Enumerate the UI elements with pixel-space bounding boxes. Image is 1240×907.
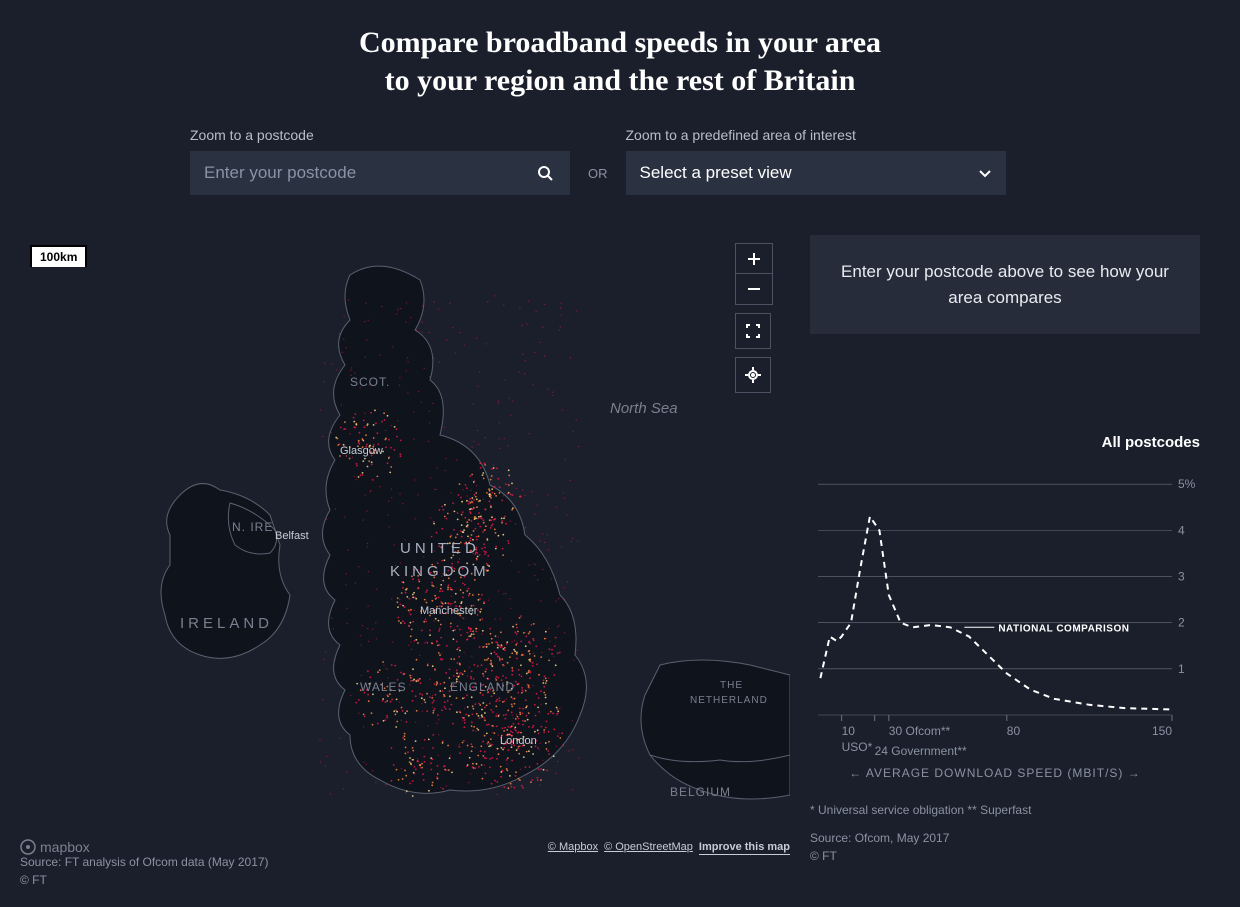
distribution-chart: 5% 4 3 2 1 NATIONAL COMPARISON 10 USO* 30 Ofcom*… [810,465,1200,795]
title-line-2: to your region and the rest of Britain [385,64,856,97]
preset-group: Zoom to a predefined area of interest Se… [626,127,1006,195]
chart-copyright: © FT [810,847,1200,865]
attrib-osm[interactable]: © OpenStreetMap [604,841,693,855]
ireland-shape [161,484,290,659]
page-source-line2: © FT [20,871,269,889]
preset-select[interactable]: Select a preset view [626,151,1006,195]
svg-text:2: 2 [1178,616,1185,630]
chart-footnotes: * Universal service obligation ** Superf… [810,801,1200,865]
svg-text:80: 80 [1007,724,1021,738]
svg-text:10: 10 [842,724,856,738]
title-line-1: Compare broadband speeds in your area [359,26,881,59]
page-source-line1: Source: FT analysis of Ofcom data (May 2… [20,853,269,871]
page-source: Source: FT analysis of Ofcom data (May 2… [20,853,269,889]
svg-text:NATIONAL COMPARISON: NATIONAL COMPARISON [998,623,1129,634]
svg-text:USO*: USO* [842,740,873,754]
preset-selected-text: Select a preset view [640,163,792,183]
svg-text:5%: 5% [1178,477,1196,491]
svg-text:1: 1 [1178,662,1185,676]
svg-text:3: 3 [1178,570,1185,584]
chart-footnote: * Universal service obligation ** Superf… [810,801,1200,819]
prompt-box: Enter your postcode above to see how you… [810,235,1200,334]
svg-text:4: 4 [1178,523,1185,537]
nl-shape [641,660,790,799]
zoom-in-button[interactable] [736,244,772,274]
postcode-input[interactable] [190,163,520,183]
search-button[interactable] [520,151,570,195]
plus-icon [747,252,761,266]
svg-text:24 Government**: 24 Government** [875,744,967,758]
main-area: 100km SCOT. Glasgow N. IRE. Belfast IREL… [20,235,1220,875]
map-area[interactable]: 100km SCOT. Glasgow N. IRE. Belfast IREL… [20,235,790,855]
svg-text:← AVERAGE DOWNLOAD SPEED (MB: ← AVERAGE DOWNLOAD SPEED (MBIT/S) → [849,766,1140,780]
zoom-pair [735,243,773,305]
locate-button[interactable] [735,357,771,393]
preset-label: Zoom to a predefined area of interest [626,127,1006,143]
attrib-improve[interactable]: Improve this map [699,841,790,855]
controls-row: Zoom to a postcode OR Zoom to a predefin… [0,99,1240,195]
chart-source: Source: Ofcom, May 2017 [810,829,1200,847]
fullscreen-icon [746,324,760,338]
page-title: Compare broadband speeds in your area to… [0,0,1240,99]
right-column: Enter your postcode above to see how you… [810,235,1200,865]
zoom-out-button[interactable] [736,274,772,304]
chevron-down-icon [978,166,992,180]
attrib-mapbox[interactable]: © Mapbox [548,841,598,855]
svg-text:150: 150 [1152,724,1172,738]
svg-text:30 Ofcom**: 30 Ofcom** [889,724,951,738]
chart-title: All postcodes [810,434,1200,451]
search-icon [537,165,553,181]
locate-icon [745,367,761,383]
fullscreen-button[interactable] [735,313,771,349]
map-attribution: © Mapbox © OpenStreetMap Improve this ma… [548,841,790,855]
minus-icon [747,282,761,296]
map-svg [20,235,790,855]
chart-area: All postcodes 5% 4 3 2 1 NATIONAL COMPARISON 1… [810,434,1200,865]
postcode-group: Zoom to a postcode [190,127,570,195]
postcode-input-wrap [190,151,570,195]
zoom-controls [735,243,773,393]
or-label: OR [588,166,608,195]
postcode-label: Zoom to a postcode [190,127,570,143]
